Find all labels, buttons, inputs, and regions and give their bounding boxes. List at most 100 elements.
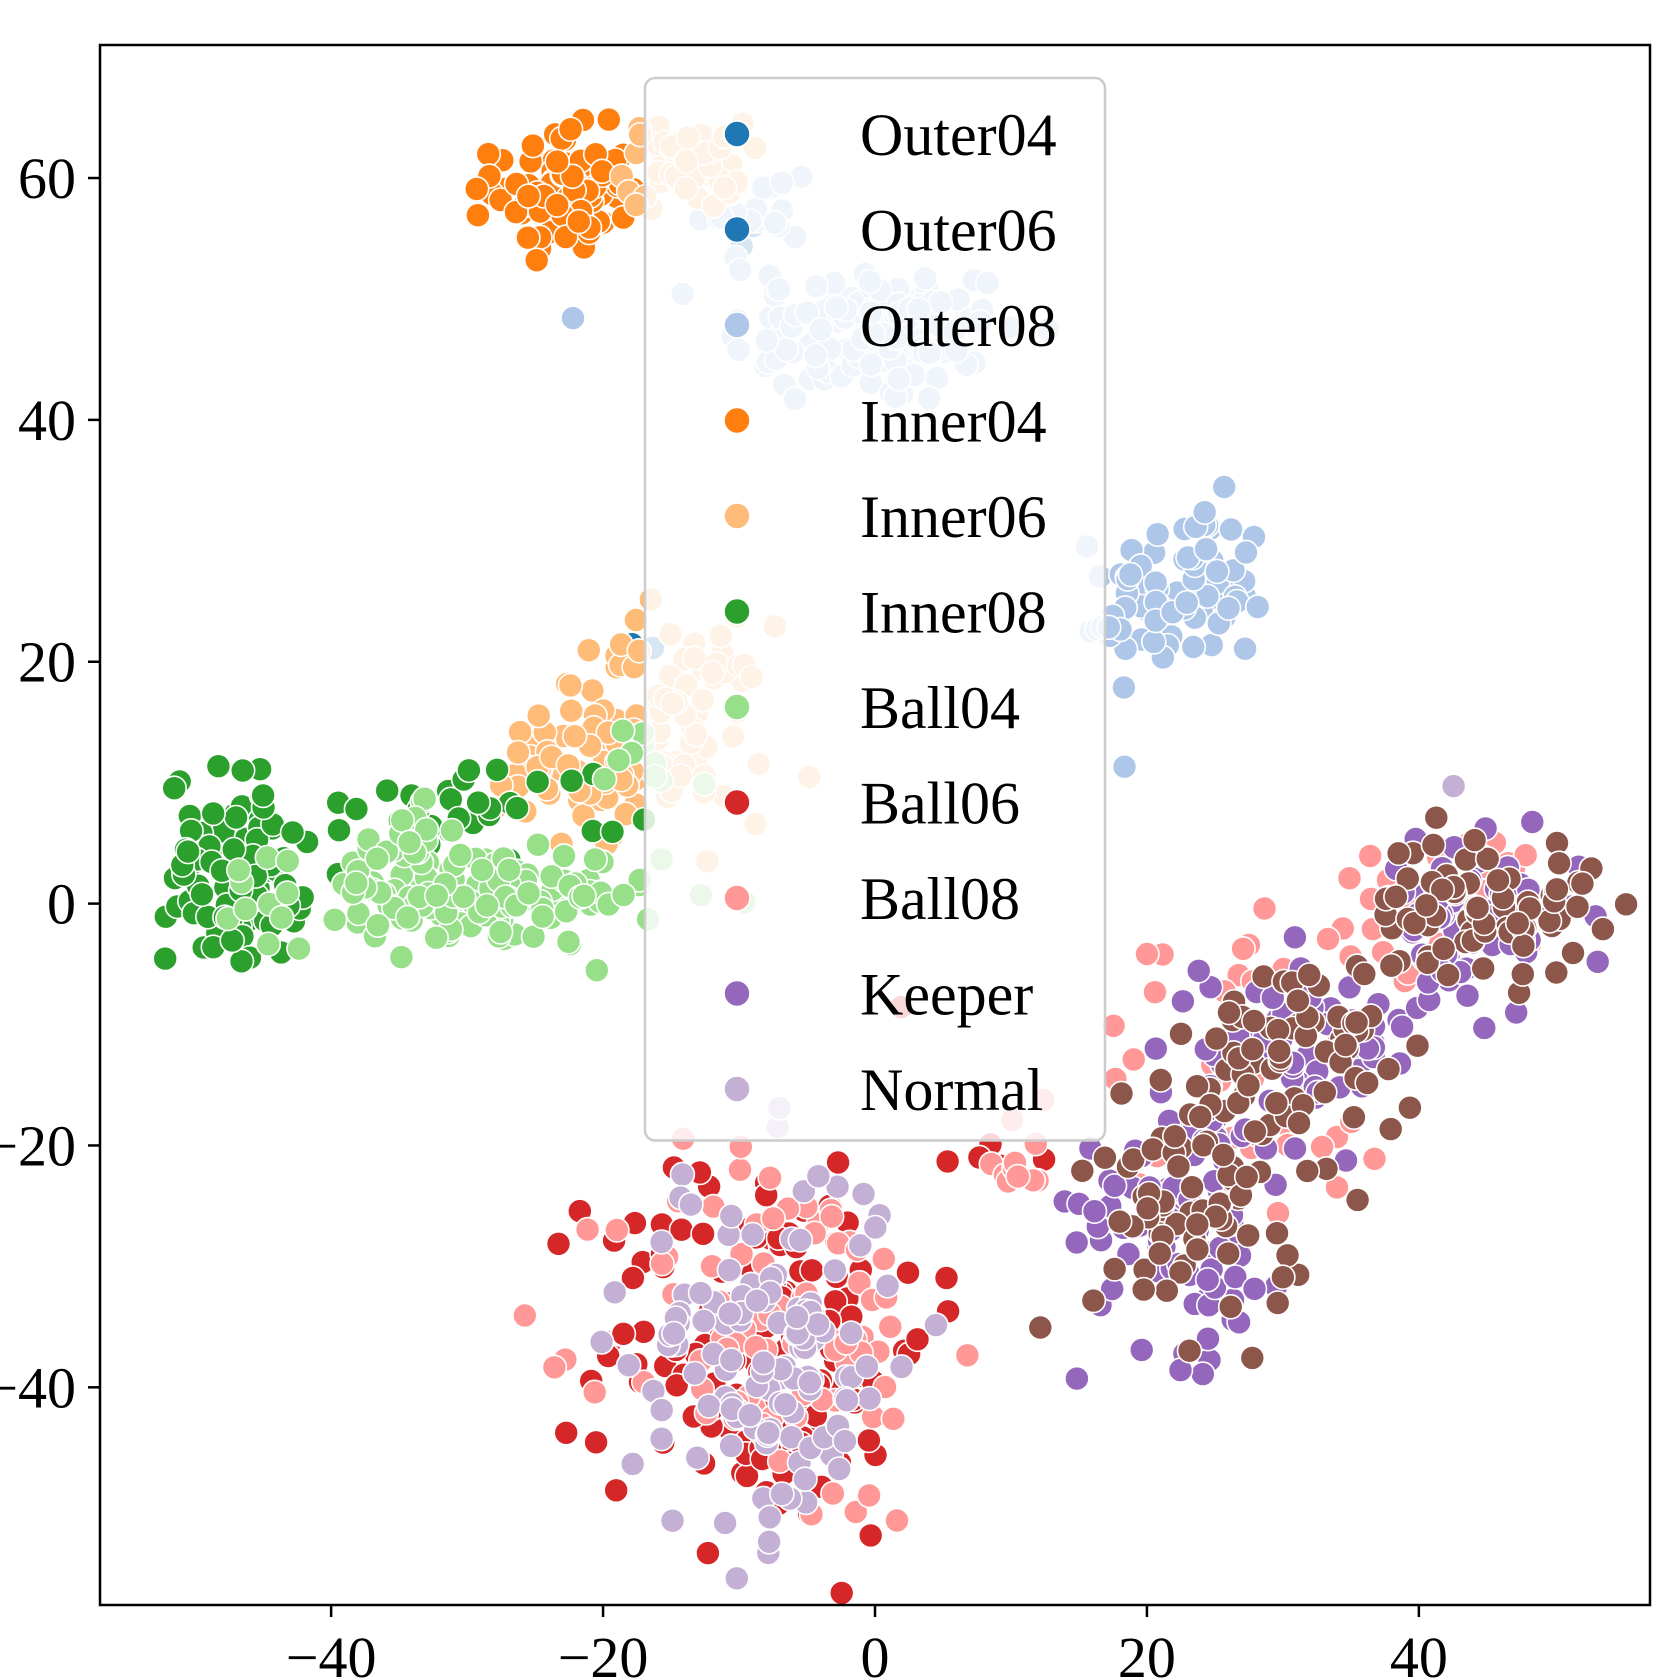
- ball06-point: [610, 1321, 637, 1347]
- legend-label-outer08: Outer08: [860, 293, 1057, 359]
- inner04-point: [557, 116, 584, 142]
- x-tick-label: 20: [1118, 1625, 1176, 1680]
- inner08-point: [152, 945, 178, 972]
- series-11-point: [1147, 1240, 1173, 1267]
- inner06-point: [525, 702, 552, 729]
- series-11-point: [1184, 1073, 1210, 1099]
- ball08-point: [877, 1314, 904, 1340]
- ball06-point: [620, 1265, 646, 1291]
- keeper-point: [1185, 957, 1212, 984]
- series-11-point: [1235, 1222, 1261, 1249]
- series-11-point: [1239, 1036, 1266, 1062]
- series-11-point: [1423, 804, 1450, 831]
- outer08-point: [1204, 558, 1230, 585]
- series-11-point: [1294, 1158, 1321, 1184]
- ball08-point: [1309, 1134, 1335, 1160]
- outer08-point: [1244, 594, 1271, 620]
- x-tick-label: 40: [1390, 1625, 1448, 1680]
- legend-label-ball04: Ball04: [860, 675, 1020, 741]
- series-11-point: [1613, 891, 1639, 918]
- ball04-point: [450, 883, 477, 910]
- ball06-point: [799, 1257, 825, 1284]
- keeper-point: [1241, 1276, 1268, 1302]
- outer08-point: [1218, 516, 1244, 543]
- ball04-point: [274, 880, 301, 906]
- series-11-point: [1080, 1287, 1107, 1314]
- inner08-point: [161, 775, 187, 802]
- ball06-point: [695, 1540, 721, 1566]
- normal-point: [648, 1229, 675, 1255]
- ball06-point: [904, 1326, 931, 1353]
- ball08-point: [511, 1302, 538, 1329]
- ball04-point: [525, 831, 551, 858]
- y-tick-label: −40: [0, 1355, 76, 1420]
- ball06-point: [934, 1148, 961, 1175]
- inner04-point: [465, 202, 491, 228]
- outer08-point: [1111, 674, 1137, 701]
- series-11-point: [1344, 1187, 1371, 1213]
- ball08-point: [1230, 935, 1256, 962]
- legend-marker-inner08: [723, 597, 751, 626]
- series-11-point: [1430, 935, 1457, 962]
- normal-point: [832, 1428, 858, 1454]
- legend-label-inner04: Inner04: [860, 389, 1047, 455]
- keeper-point: [1170, 988, 1196, 1015]
- ball08-point: [1357, 843, 1383, 869]
- ball08-point: [1142, 979, 1168, 1006]
- outer08-point: [560, 305, 586, 331]
- ball06-point: [933, 1265, 960, 1291]
- normal-point: [717, 1300, 743, 1327]
- normal-point: [615, 1352, 642, 1378]
- outer08-point: [1191, 499, 1218, 526]
- series-11-point: [1168, 1021, 1194, 1047]
- outer08-point: [1232, 635, 1258, 662]
- ball04-point: [365, 912, 391, 939]
- ball08-point: [541, 1354, 568, 1381]
- series-11-point: [1546, 850, 1572, 877]
- keeper-point: [1194, 1267, 1221, 1293]
- legend-marker-ball04: [723, 693, 751, 721]
- normal-point: [838, 1320, 864, 1346]
- ball04-point: [394, 904, 421, 931]
- normal-point: [716, 1257, 743, 1283]
- normal-point: [874, 1273, 901, 1299]
- series-11-point: [1332, 1032, 1359, 1058]
- series-11-point: [1564, 893, 1591, 920]
- inner08-point: [200, 800, 226, 827]
- series-11-point: [1187, 1104, 1213, 1130]
- ball04-point: [469, 856, 495, 883]
- ball06-point: [828, 1580, 855, 1606]
- series-11-point: [1241, 1008, 1267, 1034]
- normal-point: [739, 1221, 766, 1248]
- ball04-point: [286, 935, 312, 962]
- ball08-point: [574, 1216, 601, 1243]
- normal-point: [784, 1304, 810, 1330]
- inner04-point: [475, 141, 502, 167]
- series-11-point: [1210, 1142, 1237, 1168]
- ball04-point: [226, 857, 252, 884]
- inner04-point: [520, 132, 546, 159]
- inner08-point: [524, 768, 551, 795]
- ball04-point: [423, 924, 450, 951]
- series-11-point: [1215, 1240, 1241, 1267]
- series-11-point: [1420, 832, 1447, 858]
- normal-point: [723, 1565, 750, 1592]
- normal-point: [888, 1354, 915, 1380]
- series-11-point: [1414, 949, 1441, 976]
- ball06-point: [583, 1429, 609, 1456]
- ball08-point: [1251, 895, 1278, 922]
- series-11-point: [1274, 1242, 1301, 1269]
- series-11-point: [1383, 883, 1409, 910]
- keeper-point: [1519, 809, 1546, 835]
- ball08-point: [870, 1246, 897, 1272]
- series-11-point: [1203, 1025, 1230, 1052]
- keeper-point: [1081, 1198, 1108, 1224]
- ball06-point: [690, 1221, 716, 1247]
- series-11-point: [1106, 1208, 1133, 1235]
- series-11-point: [1569, 870, 1596, 897]
- legend: Outer04 Outer06 Outer08 Inner04 Inner06 Inner…: [643, 76, 1107, 1142]
- normal-point: [669, 1161, 696, 1188]
- legend-marker-ball06: [723, 788, 751, 817]
- keeper-point: [1101, 1173, 1128, 1199]
- series-11-point: [1162, 1123, 1188, 1150]
